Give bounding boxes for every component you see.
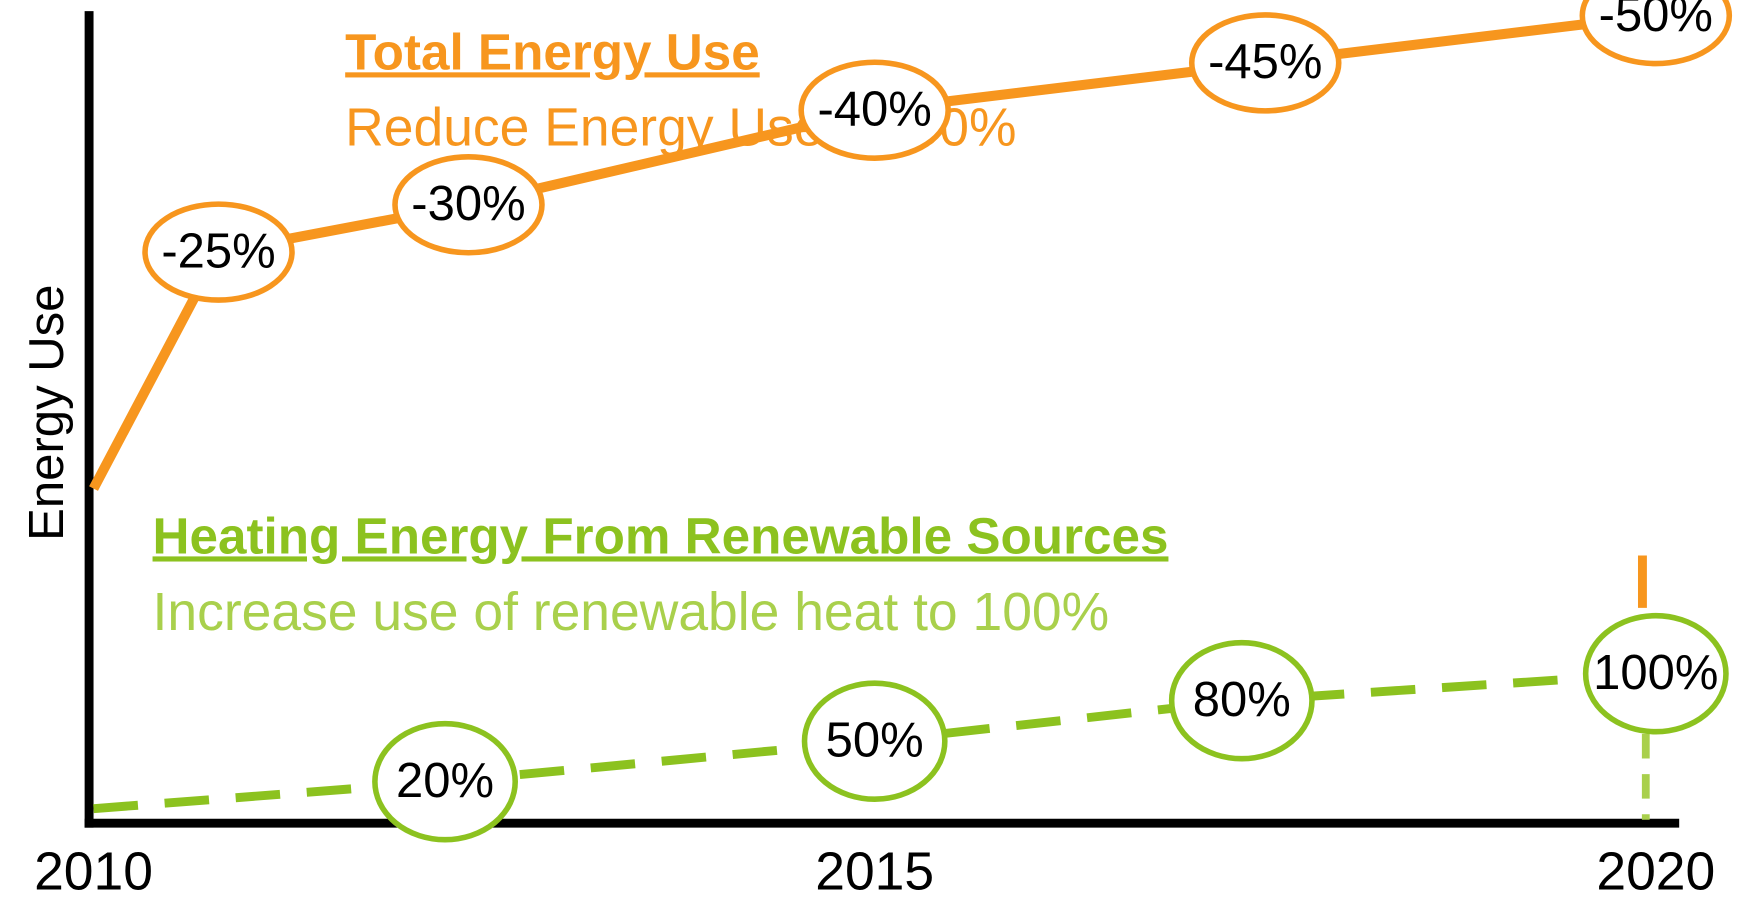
point-marker xyxy=(372,720,518,843)
data-label: 80% xyxy=(1193,673,1291,727)
point-marker xyxy=(801,680,948,802)
x-tick-label: 2020 xyxy=(1596,843,1715,899)
point-marker xyxy=(392,154,545,256)
data-label: -40% xyxy=(817,82,931,136)
data-label: -30% xyxy=(411,177,525,231)
data-label: 50% xyxy=(826,713,924,767)
data-label: -50% xyxy=(1599,0,1713,42)
x-tick-label: 2010 xyxy=(34,843,153,899)
x-tick-label: 2015 xyxy=(815,843,934,899)
point-marker xyxy=(1188,12,1342,114)
point-marker xyxy=(1579,0,1733,67)
data-label: 20% xyxy=(396,754,494,808)
series-description: Increase use of renewable heat to 100% xyxy=(153,583,1110,642)
data-label: 100% xyxy=(1593,646,1718,700)
series-title: Total Energy Use xyxy=(345,23,760,80)
data-label: -45% xyxy=(1208,35,1322,89)
data-label: -25% xyxy=(161,224,275,278)
point-marker xyxy=(142,201,295,303)
point-marker xyxy=(1168,639,1315,762)
point-marker xyxy=(798,59,951,161)
series-title: Heating Energy From Renewable Sources xyxy=(153,507,1169,564)
point-marker xyxy=(1582,612,1729,735)
y-axis-label: Energy Use xyxy=(20,285,74,541)
